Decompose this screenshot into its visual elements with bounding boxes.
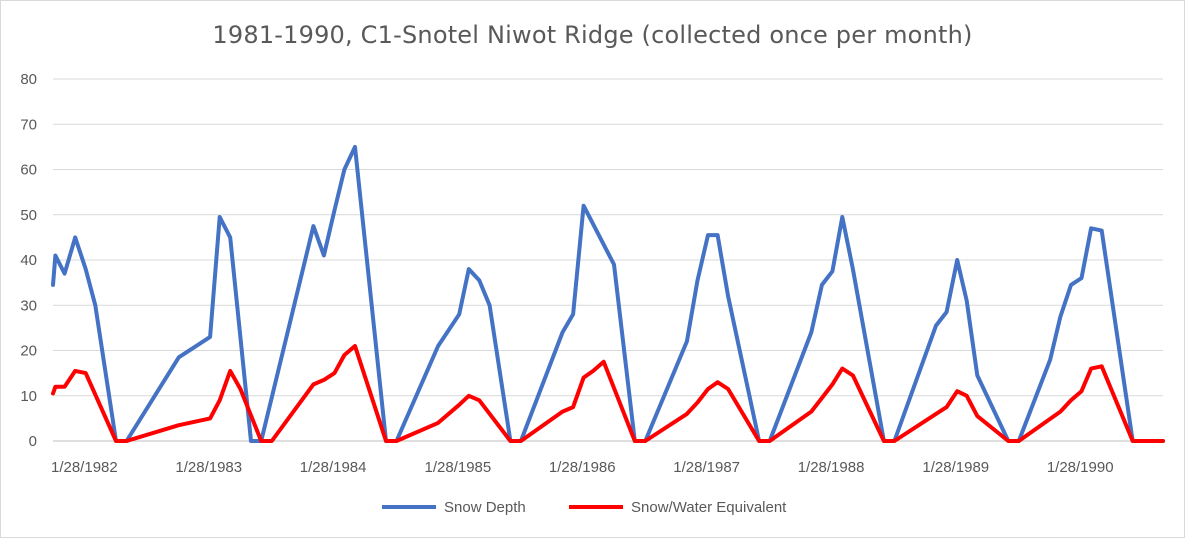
snow-depth-line bbox=[51, 144, 1165, 443]
y-tick-label: 20 bbox=[20, 343, 37, 360]
x-tick-label: 1/28/1990 bbox=[1047, 459, 1114, 476]
x-tick-label: 1/28/1987 bbox=[673, 459, 740, 476]
x-tick-label: 1/28/1983 bbox=[175, 459, 242, 476]
snow-depth-legend-label: Snow Depth bbox=[444, 499, 526, 516]
y-tick-label: 60 bbox=[20, 162, 37, 179]
y-tick-label: 10 bbox=[20, 388, 37, 405]
y-axis-ticks: 0 10 20 30 40 50 60 70 80 bbox=[20, 71, 37, 450]
gridlines bbox=[53, 78, 1163, 442]
y-tick-label: 0 bbox=[29, 433, 37, 450]
x-tick-label: 1/28/1984 bbox=[300, 459, 367, 476]
y-tick-label: 40 bbox=[20, 252, 37, 269]
snow-water-equivalent-legend-label: Snow/Water Equivalent bbox=[631, 499, 787, 516]
y-tick-label: 70 bbox=[20, 116, 37, 133]
x-tick-label: 1/28/1986 bbox=[549, 459, 616, 476]
x-axis-ticks: 1/28/1982 1/28/1983 1/28/1984 1/28/1985 1/28… bbox=[51, 459, 1114, 476]
y-tick-label: 80 bbox=[20, 71, 37, 88]
series-lines bbox=[51, 144, 1165, 443]
x-tick-label: 1/28/1985 bbox=[425, 459, 492, 476]
chart-title: 1981-1990, C1-Snotel Niwot Ridge (collec… bbox=[212, 21, 973, 49]
x-tick-label: 1/28/1982 bbox=[51, 459, 118, 476]
y-tick-label: 30 bbox=[20, 297, 37, 314]
x-tick-label: 1/28/1989 bbox=[922, 459, 989, 476]
legend: Snow Depth Snow/Water Equivalent bbox=[382, 499, 787, 516]
snow-water-equivalent-line bbox=[51, 344, 1165, 443]
x-tick-label: 1/28/1988 bbox=[798, 459, 865, 476]
y-tick-label: 50 bbox=[20, 207, 37, 224]
